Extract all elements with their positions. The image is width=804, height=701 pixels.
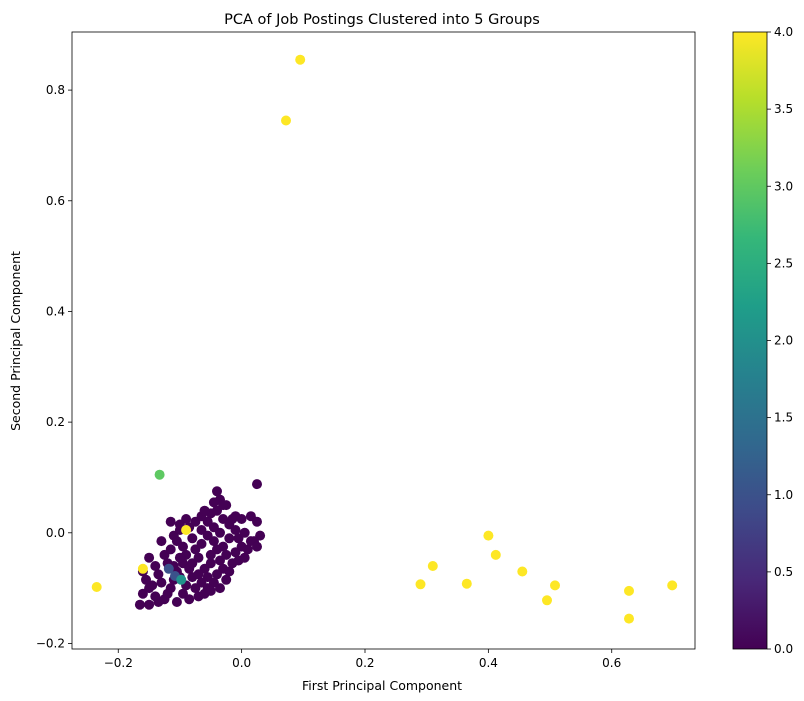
data-point-cluster-0	[239, 527, 250, 538]
data-point-cluster-0	[221, 574, 232, 585]
data-point-cluster-0	[255, 530, 266, 541]
data-point-cluster-0	[134, 599, 145, 610]
data-point-cluster-0	[196, 538, 207, 549]
data-point-cluster-2	[176, 574, 187, 585]
data-point-cluster-4	[490, 549, 501, 560]
data-point-cluster-0	[141, 574, 151, 585]
data-point-cluster-0	[252, 541, 262, 552]
colorbar-tick-label: 2.5	[774, 256, 793, 270]
data-point-cluster-0	[150, 591, 161, 602]
x-axis-ticks: −0.2 0.0 0.2 0.4 0.6	[104, 649, 621, 670]
x-axis-label: First Principal Component	[302, 678, 462, 693]
y-axis-label: Second Principal Component	[8, 251, 23, 431]
x-tick-label: −0.2	[104, 656, 133, 670]
data-point-cluster-4	[137, 563, 148, 574]
data-point-cluster-0	[153, 569, 164, 580]
data-point-cluster-0	[165, 544, 176, 555]
data-point-cluster-4	[624, 585, 634, 596]
data-point-cluster-0	[208, 497, 219, 508]
y-tick-label: 0.0	[46, 526, 65, 540]
x-tick-label: 0.6	[602, 656, 621, 670]
data-points	[91, 54, 678, 624]
data-point-cluster-4	[624, 613, 634, 624]
data-point-cluster-0	[242, 544, 253, 555]
data-point-cluster-4	[295, 54, 306, 65]
data-point-cluster-4	[427, 561, 438, 571]
data-point-cluster-0	[221, 549, 232, 560]
colorbar-tick-label: 3.5	[774, 102, 793, 116]
data-point-cluster-4	[91, 582, 102, 592]
colorbar-tick-label: 1.0	[774, 488, 793, 502]
data-point-cluster-0	[215, 583, 225, 594]
data-point-cluster-0	[224, 533, 235, 544]
colorbar-tick-label: 0.0	[774, 642, 793, 656]
plot-frame	[71, 31, 696, 650]
data-point-cluster-4	[415, 579, 426, 590]
data-point-cluster-4	[542, 595, 552, 606]
data-point-cluster-0	[165, 516, 176, 527]
data-point-cluster-0	[171, 597, 182, 607]
data-point-cluster-0	[187, 533, 198, 544]
data-point-cluster-0	[144, 583, 155, 594]
y-tick-label: 0.6	[46, 194, 65, 208]
data-point-cluster-0	[205, 549, 216, 560]
data-point-cluster-0	[193, 569, 204, 580]
data-point-cluster-0	[252, 516, 262, 527]
y-tick-label: 0.8	[46, 83, 65, 97]
data-point-cluster-4	[667, 580, 678, 591]
y-tick-label: 0.2	[46, 415, 65, 429]
data-point-cluster-0	[165, 583, 176, 594]
data-point-cluster-0	[144, 599, 155, 610]
data-point-cluster-0	[174, 552, 185, 563]
x-tick-label: 0.0	[232, 656, 251, 670]
data-point-cluster-0	[156, 536, 167, 547]
data-point-cluster-0	[239, 552, 250, 563]
data-point-cluster-4	[181, 525, 192, 535]
x-tick-label: 0.2	[355, 656, 374, 670]
colorbar-tick-label: 0.5	[774, 565, 793, 579]
plot-area	[71, 31, 696, 650]
y-tick-label: 0.4	[46, 304, 65, 318]
data-point-cluster-0	[252, 479, 262, 490]
colorbar	[732, 31, 768, 650]
data-point-cluster-0	[212, 569, 222, 580]
y-tick-label: −0.2	[36, 636, 65, 650]
data-point-cluster-0	[144, 552, 155, 563]
chart-title: PCA of Job Postings Clustered into 5 Gro…	[224, 12, 540, 28]
data-point-cluster-0	[150, 561, 161, 571]
data-point-cluster-0	[184, 594, 195, 605]
x-tick-label: 0.4	[479, 656, 498, 670]
data-point-cluster-4	[281, 115, 291, 126]
data-point-cluster-0	[199, 505, 210, 516]
data-point-cluster-0	[208, 536, 219, 547]
data-point-cluster-0	[224, 566, 235, 577]
data-point-cluster-0	[230, 525, 241, 535]
data-point-cluster-4	[550, 580, 560, 591]
data-point-cluster-4	[517, 566, 528, 577]
colorbar-tick-label: 4.0	[774, 25, 793, 39]
data-point-cluster-0	[187, 558, 198, 569]
data-point-cluster-4	[461, 578, 472, 589]
data-point-cluster-0	[205, 585, 216, 596]
colorbar-tick-label: 1.5	[774, 411, 793, 425]
data-point-cluster-3	[154, 469, 165, 480]
data-point-cluster-0	[218, 500, 229, 511]
data-point-cluster-0	[205, 558, 216, 569]
colorbar-ticks: 0.0 0.5 1.0 1.5 2.0 2.5 3.0 3.5 4.0	[767, 25, 793, 656]
colorbar-tick-label: 3.0	[774, 179, 793, 193]
data-point-cluster-0	[218, 541, 229, 552]
data-point-cluster-0	[236, 514, 247, 524]
data-point-cluster-0	[230, 547, 241, 558]
data-point-cluster-4	[483, 530, 494, 541]
y-axis-ticks: −0.2 0.0 0.2 0.4 0.6 0.8	[36, 83, 72, 650]
data-point-cluster-0	[156, 577, 167, 588]
colorbar-tick-label: 2.0	[774, 334, 793, 348]
data-point-cluster-0	[212, 486, 222, 497]
data-point-cluster-1	[163, 563, 174, 574]
data-point-cluster-0	[178, 541, 188, 552]
